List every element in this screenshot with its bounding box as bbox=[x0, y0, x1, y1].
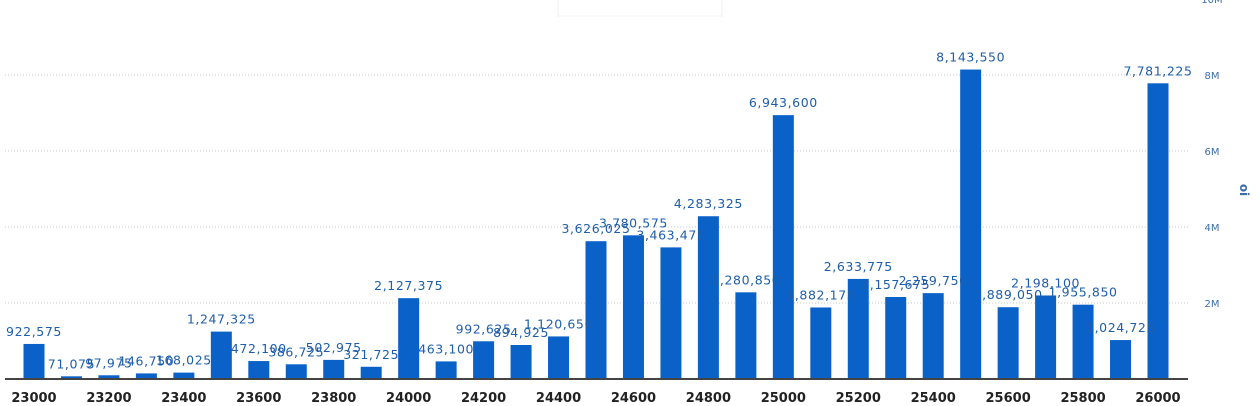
y-tick-label: 8M bbox=[1205, 71, 1220, 82]
data-label-25600: 1,889,050 bbox=[974, 287, 1043, 302]
x-tick-label-25600: 25600 bbox=[986, 391, 1031, 406]
bar-24100[interactable] bbox=[435, 361, 457, 379]
bar-23700[interactable] bbox=[285, 364, 307, 379]
x-tick-label-26000: 26000 bbox=[1135, 391, 1180, 406]
data-label-26000: 7,781,225 bbox=[1123, 63, 1192, 78]
data-label-25700: 2,198,100 bbox=[1011, 275, 1080, 290]
data-label-23400: 168,025 bbox=[156, 353, 212, 368]
bar-24500[interactable] bbox=[585, 241, 607, 379]
y-tick-label: 2M bbox=[1205, 299, 1220, 310]
bar-24700[interactable] bbox=[660, 247, 682, 379]
bar-26000[interactable] bbox=[1147, 83, 1169, 380]
x-tick-label-23000: 23000 bbox=[11, 391, 56, 406]
data-label-23600: 472,100 bbox=[231, 341, 287, 356]
x-tick-label-23400: 23400 bbox=[161, 391, 206, 406]
x-tick-label-25800: 25800 bbox=[1060, 391, 1105, 406]
x-tick-label-23200: 23200 bbox=[86, 391, 131, 406]
data-label-24300: 894,925 bbox=[493, 325, 549, 340]
x-tick-label-24400: 24400 bbox=[536, 391, 581, 406]
data-label-23500: 1,247,325 bbox=[187, 312, 256, 327]
bar-23400[interactable] bbox=[173, 372, 195, 379]
data-label-24800: 4,283,325 bbox=[674, 196, 743, 211]
data-label-24100: 463,100 bbox=[418, 341, 474, 356]
bar-25600[interactable] bbox=[997, 307, 1019, 379]
bars bbox=[23, 69, 1169, 380]
bar-24400[interactable] bbox=[548, 336, 570, 379]
bar-24900[interactable] bbox=[735, 292, 757, 379]
bar-25400[interactable] bbox=[922, 293, 944, 379]
data-label-23200: 97,975 bbox=[85, 355, 132, 370]
data-label-25400: 2,259,750 bbox=[899, 273, 968, 288]
x-tick-label-24800: 24800 bbox=[686, 391, 731, 406]
bar-23100[interactable] bbox=[60, 376, 82, 379]
bar-25200[interactable] bbox=[847, 278, 869, 379]
bar-25000[interactable] bbox=[772, 115, 794, 380]
bar-23600[interactable] bbox=[248, 361, 270, 379]
data-label-23000: 922,575 bbox=[6, 324, 62, 339]
bar-23000[interactable] bbox=[23, 343, 45, 379]
bar-25300[interactable] bbox=[885, 297, 907, 379]
data-label-23300: 146,750 bbox=[118, 353, 174, 368]
bar-24200[interactable] bbox=[473, 341, 495, 379]
bar-24800[interactable] bbox=[697, 216, 719, 379]
x-tick-label-25400: 25400 bbox=[911, 391, 956, 406]
bar-23800[interactable] bbox=[323, 359, 345, 379]
data-label-23800: 502,975 bbox=[306, 340, 362, 355]
x-tick-label-25000: 25000 bbox=[761, 391, 806, 406]
data-label-25000: 6,943,600 bbox=[749, 95, 818, 110]
x-tick-label-23800: 23800 bbox=[311, 391, 356, 406]
bar-23900[interactable] bbox=[360, 366, 382, 379]
data-label-25200: 2,633,775 bbox=[824, 259, 893, 274]
x-axis-ticks: 23000 23200 23400 23600 23800 24000 24200 24400… bbox=[11, 391, 1180, 406]
data-label-25100: 1,882,175 bbox=[786, 287, 855, 302]
bar-25700[interactable] bbox=[1035, 295, 1057, 379]
data-label-24200: 992,625 bbox=[456, 321, 512, 336]
x-tick-label-24000: 24000 bbox=[386, 391, 431, 406]
bar-24000[interactable] bbox=[398, 298, 420, 379]
bar-25800[interactable] bbox=[1072, 304, 1094, 379]
bar-23200[interactable] bbox=[98, 375, 120, 379]
x-tick-label-24200: 24200 bbox=[461, 391, 506, 406]
bar-25500[interactable] bbox=[960, 69, 982, 379]
data-label-24700: 3,463,475 bbox=[636, 227, 705, 242]
y-axis-label: oi bbox=[1237, 184, 1251, 196]
x-tick-label-23600: 23600 bbox=[236, 391, 281, 406]
data-label-25800: 1,955,850 bbox=[1049, 285, 1118, 300]
bar-23500[interactable] bbox=[210, 331, 232, 379]
data-label-25300: 2,157,675 bbox=[861, 277, 930, 292]
data-label-24400: 1,120,650 bbox=[524, 316, 593, 331]
bar-25900[interactable] bbox=[1110, 340, 1132, 379]
data-label-24600: 3,780,575 bbox=[599, 215, 668, 230]
y-tick-label: 10M bbox=[1201, 0, 1222, 6]
bar-24300[interactable] bbox=[510, 344, 532, 379]
x-tick-label-25200: 25200 bbox=[836, 391, 881, 406]
data-label-23700: 386,725 bbox=[268, 344, 324, 359]
data-label-24000: 2,127,375 bbox=[374, 278, 443, 293]
data-label-23900: 321,725 bbox=[343, 347, 399, 362]
bar-23300[interactable] bbox=[135, 373, 157, 379]
x-tick-label-24600: 24600 bbox=[611, 391, 656, 406]
top-overlay-box bbox=[557, 0, 723, 17]
bar-24600[interactable] bbox=[622, 235, 644, 379]
y-axis-ticks: 2M 4M 6M 8M 10M bbox=[1201, 0, 1222, 310]
y-tick-label: 6M bbox=[1205, 147, 1220, 158]
y-tick-label: 4M bbox=[1205, 223, 1220, 234]
data-label-25500: 8,143,550 bbox=[936, 50, 1005, 65]
data-label-24500: 3,626,025 bbox=[561, 221, 630, 236]
data-label-25900: 1,024,725 bbox=[1086, 320, 1155, 335]
bar-25100[interactable] bbox=[810, 307, 832, 379]
data-label-23100: 71,075 bbox=[48, 356, 95, 371]
data-label-24900: 2,280,850 bbox=[711, 272, 780, 287]
